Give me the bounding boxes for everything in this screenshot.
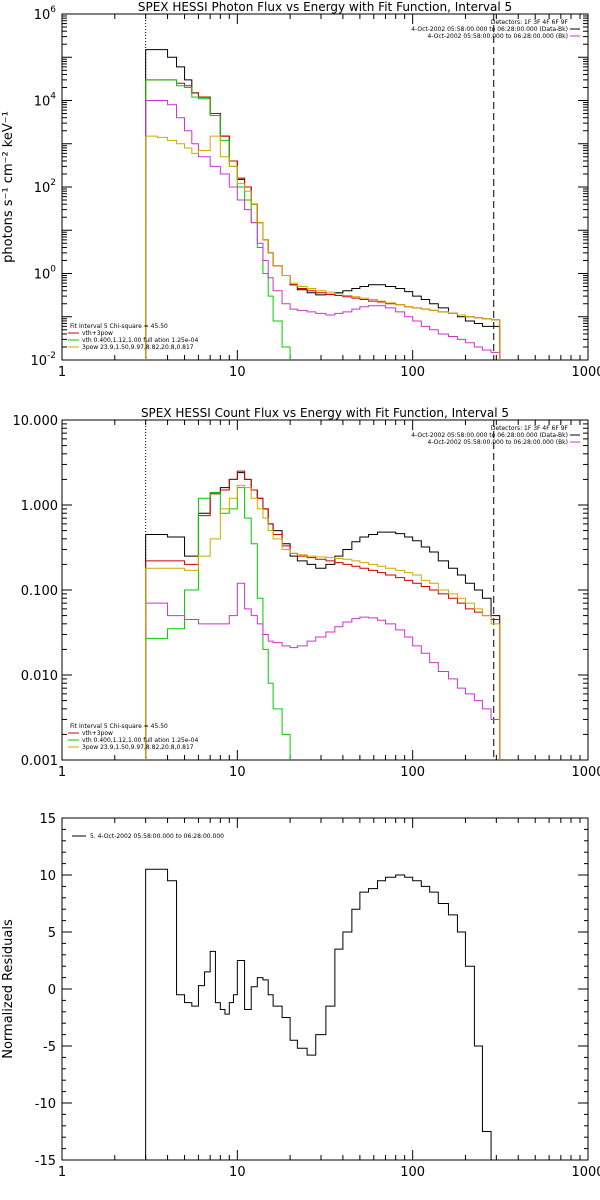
y-axis-label: photons s⁻¹ cm⁻² keV⁻¹ — [1, 111, 16, 263]
legend-bottom-entry: 3pow 23.9,1.50,9.97,8.82,20.8,0.817 — [82, 344, 194, 351]
y-tick-label: 15 — [39, 812, 56, 827]
series-line-3 — [145, 79, 300, 360]
chart-title: SPEX HESSI Photon Flux vs Energy with Fi… — [138, 0, 512, 14]
legend-top-entry: 4-Oct-2002 05:58:00.000 to 06:28:00.000 … — [428, 33, 569, 40]
series-line-3 — [145, 487, 300, 760]
x-tick-label: 100 — [400, 365, 425, 380]
y-tick-exponent: 4 — [50, 92, 56, 102]
y-tick-label: 102 — [34, 178, 56, 196]
chart-panel-1: SPEX HESSI Photon Flux vs Energy with Fi… — [1, 0, 600, 380]
chart-panel-2: SPEX HESSI Count Flux vs Energy with Fit… — [13, 406, 600, 780]
y-tick-label: -5 — [43, 1040, 56, 1055]
series-line-2 — [145, 79, 501, 360]
y-tick-label: 10 — [39, 869, 56, 884]
y-tick-base: 10 — [34, 268, 51, 283]
series-line-4 — [145, 100, 501, 360]
legend-top-entry: 4-Oct-2002 05:58:00.000 to 06:28:00.000 … — [428, 439, 569, 446]
y-tick-label: 104 — [34, 92, 57, 110]
legend-bottom-entry: 3pow 23.9,1.50,9.97,8.82,20.8,0.817 — [82, 744, 194, 751]
x-tick-label: 1 — [58, 1165, 66, 1180]
legend-top-entry: 4-Oct-2002 05:58:00.000 to 06:28:00.000 … — [411, 26, 568, 33]
legend-bottom-entry: vth+3pow — [82, 330, 113, 337]
y-tick-label: 0 — [48, 983, 56, 998]
y-tick-label: 106 — [34, 5, 57, 23]
y-tick-exponent: 0 — [50, 265, 56, 275]
series-line-4 — [145, 582, 501, 760]
series-line-1 — [145, 868, 500, 1160]
y-tick-label: 0.001 — [21, 754, 58, 769]
y-axis-label: Normalized Residuals — [1, 919, 16, 1059]
y-tick-label: 1.000 — [21, 499, 58, 514]
series-group — [145, 49, 501, 360]
legend-entry: 5. 4-Oct-2002 05:58:00.000 to 06:28:00.0… — [90, 833, 224, 840]
legend-top-entry: Detectors: 1F 3F 4F 6F 9F — [491, 19, 569, 26]
legend-top-entry: Detectors: 1F 3F 4F 6F 9F — [491, 425, 569, 432]
legend-bottom-entry: vth+3pow — [82, 730, 113, 737]
y-tick-base: 10 — [34, 8, 51, 23]
legend-bottom-entry: vth 0.400,1.12,1.00 full ation 1.25e-04 — [82, 737, 198, 744]
y-tick-exponent: -2 — [47, 351, 56, 361]
y-tick-base: 10 — [34, 95, 51, 110]
chart-title: SPEX HESSI Count Flux vs Energy with Fit… — [141, 406, 509, 420]
series-group — [145, 470, 501, 760]
x-tick-label: 1 — [58, 765, 66, 780]
legend-bottom-entry: Fit Interval 5 Chi-square = 45.50 — [70, 723, 168, 730]
y-tick-label: 10-2 — [30, 351, 56, 369]
legend-bottom-entry: vth 0.400,1.12,1.00 full ation 1.25e-04 — [82, 337, 198, 344]
y-tick-exponent: 2 — [50, 178, 56, 188]
series-line-5 — [145, 135, 501, 360]
y-tick-label: -15 — [35, 1154, 56, 1169]
legend-bottom-entry: Fit Interval 5 Chi-square = 45.50 — [70, 323, 168, 330]
x-tick-label: 100 — [400, 1165, 425, 1180]
x-tick-label: 10 — [229, 765, 246, 780]
x-tick-label: 10 — [229, 1165, 246, 1180]
y-tick-label: 0.010 — [21, 669, 58, 684]
x-tick-label: 1 — [58, 365, 66, 380]
plot-frame — [61, 419, 589, 761]
y-tick-base: 10 — [30, 354, 47, 369]
y-tick-label: 0.100 — [21, 584, 58, 599]
plot-frame — [61, 817, 589, 1161]
y-tick-label: 100 — [34, 265, 57, 283]
x-tick-label: 10 — [229, 365, 246, 380]
series-group — [145, 868, 500, 1160]
y-tick-exponent: 6 — [50, 5, 56, 15]
y-tick-base: 10 — [34, 181, 51, 196]
x-tick-label: 100 — [400, 765, 425, 780]
y-tick-label: -10 — [35, 1097, 56, 1112]
plot-frame — [61, 13, 589, 361]
y-tick-label: 10.000 — [13, 414, 59, 429]
legend-top-entry: 4-Oct-2002 05:58:00.000 to 06:28:00.000 … — [411, 432, 568, 439]
series-line-5 — [145, 484, 501, 760]
y-tick-label: 5 — [48, 926, 56, 941]
